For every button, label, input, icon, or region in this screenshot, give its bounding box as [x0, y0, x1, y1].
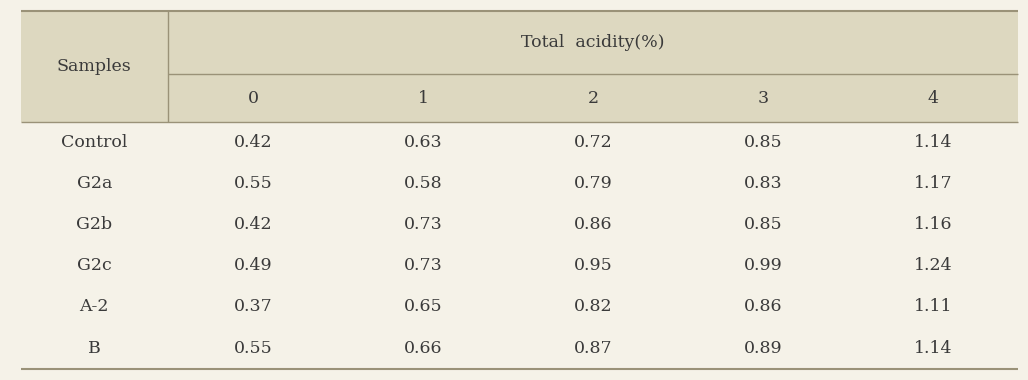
Text: 0.42: 0.42 — [233, 134, 272, 151]
Text: 4: 4 — [927, 90, 939, 106]
Text: 1.14: 1.14 — [914, 134, 952, 151]
Text: 0.73: 0.73 — [404, 257, 442, 274]
Text: 0.95: 0.95 — [574, 257, 613, 274]
Text: 0.63: 0.63 — [404, 134, 442, 151]
Text: 1.14: 1.14 — [914, 340, 952, 356]
Text: Samples: Samples — [57, 58, 132, 75]
Text: G2c: G2c — [77, 257, 112, 274]
Text: 0.85: 0.85 — [743, 216, 782, 233]
Text: 0.99: 0.99 — [743, 257, 782, 274]
Text: 0.85: 0.85 — [743, 134, 782, 151]
Text: 1.11: 1.11 — [914, 298, 952, 315]
Text: Total  acidity(%): Total acidity(%) — [521, 34, 665, 51]
Text: 0.79: 0.79 — [574, 175, 613, 192]
Text: A-2: A-2 — [79, 298, 109, 315]
Text: 0: 0 — [248, 90, 259, 106]
Text: 0.55: 0.55 — [233, 175, 272, 192]
Text: 0.55: 0.55 — [233, 340, 272, 356]
Text: 0.82: 0.82 — [574, 298, 613, 315]
Text: 0.37: 0.37 — [233, 298, 272, 315]
Text: 1: 1 — [417, 90, 429, 106]
Text: 0.87: 0.87 — [574, 340, 613, 356]
Bar — [21, 122, 1018, 369]
Text: 0.83: 0.83 — [743, 175, 782, 192]
Text: 0.72: 0.72 — [574, 134, 613, 151]
Text: 0.58: 0.58 — [404, 175, 442, 192]
Text: G2b: G2b — [76, 216, 112, 233]
Text: 2: 2 — [587, 90, 598, 106]
Text: G2a: G2a — [77, 175, 112, 192]
Text: 0.89: 0.89 — [743, 340, 782, 356]
Bar — [21, 11, 1018, 122]
Text: 1.24: 1.24 — [914, 257, 952, 274]
Text: 1.17: 1.17 — [914, 175, 952, 192]
Text: 0.86: 0.86 — [743, 298, 782, 315]
Text: 1.16: 1.16 — [914, 216, 952, 233]
Text: B: B — [88, 340, 101, 356]
Text: 0.66: 0.66 — [404, 340, 442, 356]
Text: 0.49: 0.49 — [233, 257, 272, 274]
Text: 0.73: 0.73 — [404, 216, 442, 233]
Text: 0.86: 0.86 — [574, 216, 613, 233]
Text: Control: Control — [61, 134, 127, 151]
Text: 0.42: 0.42 — [233, 216, 272, 233]
Text: 0.65: 0.65 — [404, 298, 442, 315]
Text: 3: 3 — [758, 90, 768, 106]
